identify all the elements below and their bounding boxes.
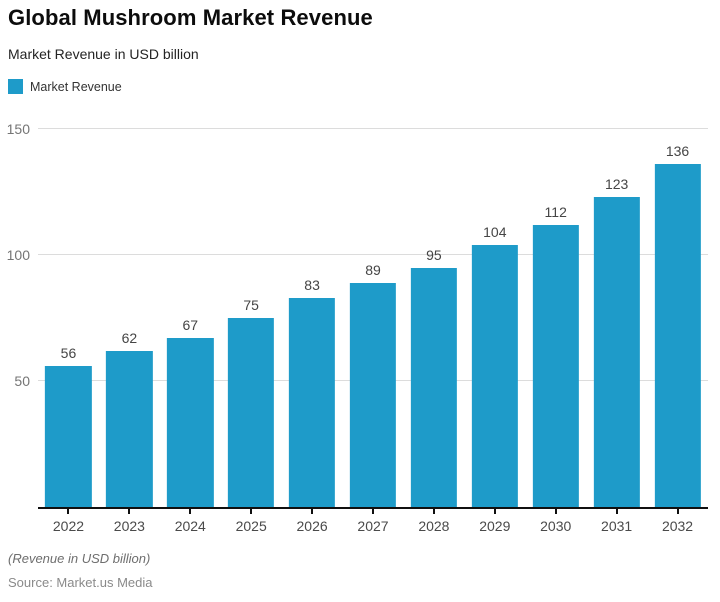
x-axis-slot: 2027 [343,509,404,543]
x-tick-label: 2030 [540,518,572,534]
x-tick [493,509,496,514]
bar-value-label: 95 [426,246,442,263]
x-axis-slot: 2031 [586,509,647,543]
bar-value-label: 83 [304,276,320,293]
gridline: 100 [7,247,708,263]
bar-value-label: 89 [365,261,381,278]
bar-slot: 89 [343,129,404,507]
x-tick [189,509,192,514]
x-axis-slot: 2026 [282,509,343,543]
bar-value-label: 112 [544,203,567,220]
y-tick-label: 150 [6,121,30,137]
x-tick-label: 2032 [661,518,694,534]
x-tick [371,509,374,514]
x-tick [311,509,314,514]
x-tick [67,509,70,514]
bar-slot: 56 [38,129,99,507]
x-tick [432,509,435,514]
legend: Market Revenue [8,79,122,94]
chart-subtitle: Market Revenue in USD billion [8,46,199,62]
bar [593,197,640,507]
legend-label: Market Revenue [30,79,122,94]
y-tick-label: 50 [14,373,30,389]
bar-slot: 62 [99,129,160,507]
plot-area: 50 100 150 56 62 67 75 83 89 95 104 112 123 136 [7,121,708,509]
bar [349,282,397,507]
bar [654,164,701,507]
bar-slot: 112 [525,129,586,507]
y-tick-label: 100 [6,247,30,263]
x-tick [554,509,557,514]
bar-slot: 95 [403,129,464,507]
x-axis-slot: 2023 [99,509,160,543]
x-tick [250,509,253,514]
footer-note: (Revenue in USD billion) [8,551,151,566]
source-credit: Source: Market.us Media [8,575,153,590]
bar-value-label: 136 [665,143,690,160]
gridline: 150 [7,121,708,137]
bar [228,318,275,507]
bar-slot: 136 [647,129,708,507]
x-tick-label: 2028 [418,518,450,534]
x-axis-slot: 2025 [221,509,282,543]
x-tick-label: 2023 [113,518,145,534]
x-tick-label: 2026 [296,518,328,534]
bar [167,338,214,507]
x-axis-slot: 2032 [647,509,708,543]
bar [410,267,458,507]
bar [106,350,153,507]
bar-value-label: 67 [182,317,199,334]
x-axis-slot: 2022 [38,509,99,543]
bar-value-label: 56 [60,344,77,361]
bar [471,244,518,507]
x-tick-label: 2024 [174,518,206,534]
x-tick-label: 2027 [357,518,389,534]
x-tick [615,509,618,514]
x-tick [128,509,131,514]
bar-slot: 104 [464,129,525,507]
x-axis: 2022 2023 2024 2025 2026 2027 2028 2029 2030 2031… [38,509,708,543]
x-tick-label: 2022 [52,518,85,534]
bar [532,224,579,507]
x-axis-slot: 2024 [160,509,221,543]
bar [288,297,336,507]
bar-value-label: 62 [121,329,138,346]
bar-slot: 67 [160,129,221,507]
legend-swatch-icon [8,79,23,94]
x-tick-label: 2029 [479,518,511,534]
x-tick-label: 2031 [601,518,633,534]
x-axis-slot: 2029 [464,509,525,543]
bar-value-label: 75 [243,297,259,313]
bar [45,365,92,507]
bar-value-label: 104 [483,223,507,240]
x-tick [676,509,679,514]
x-axis-slot: 2030 [525,509,586,543]
x-tick-label: 2025 [235,518,267,534]
bar-value-label: 123 [604,176,629,193]
bar-slot: 75 [221,129,282,507]
page-title: Global Mushroom Market Revenue [8,5,373,30]
x-axis-slot: 2028 [403,509,464,543]
bar-slot: 83 [282,129,343,507]
bar-slot: 123 [586,129,647,507]
